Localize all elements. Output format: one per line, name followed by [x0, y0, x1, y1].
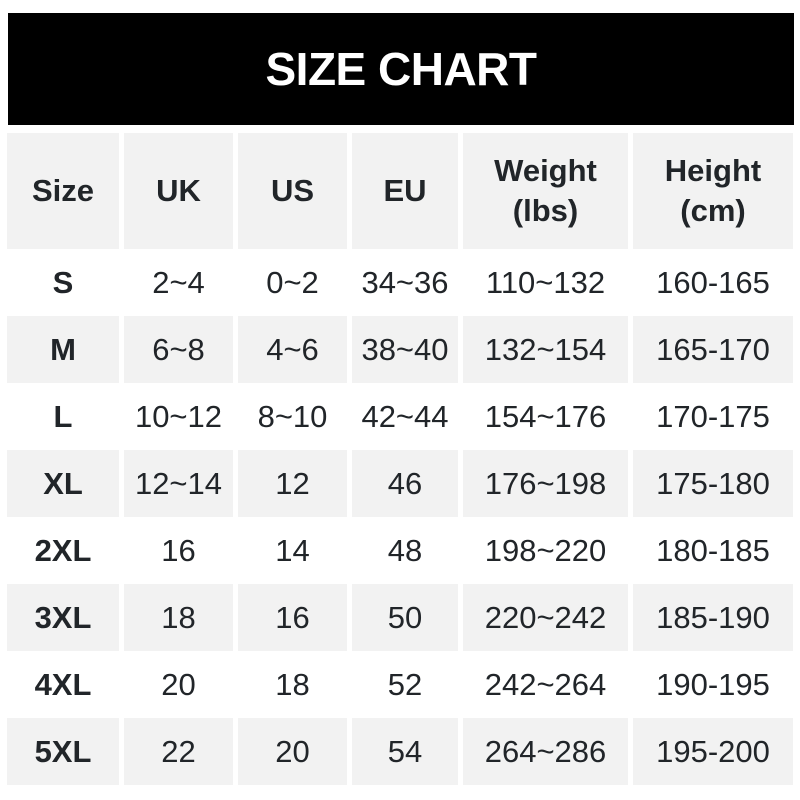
cell-uk: 2~4: [152, 264, 205, 300]
column-header-weight-lbs: Weight (lbs): [463, 133, 628, 249]
cell-weight: 264~286: [463, 718, 628, 785]
table-row-xl: XL 12~14 12 46 176~198 175-180: [7, 450, 793, 517]
size-table-container: Size UK US EU Weight (lbs) Height (cm) S…: [0, 133, 800, 785]
cell-eu: 38~40: [352, 316, 458, 383]
cell-size: 4XL: [34, 666, 92, 702]
size-chart-banner: SIZE CHART: [8, 13, 794, 125]
cell-uk: 10~12: [134, 398, 223, 434]
cell-height: 175-180: [633, 450, 793, 517]
cell-weight: 198~220: [484, 532, 607, 568]
cell-height: 170-175: [656, 398, 770, 434]
cell-height: 185-190: [633, 584, 793, 651]
cell-us: 0~2: [266, 264, 319, 300]
table-row-l: L 10~12 8~10 42~44 154~176 170-175: [7, 383, 793, 450]
cell-us: 8~10: [257, 398, 328, 434]
cell-us: 16: [238, 584, 347, 651]
cell-uk: 16: [161, 532, 196, 568]
cell-size: L: [53, 398, 73, 434]
cell-weight: 154~176: [484, 398, 607, 434]
cell-uk: 20: [161, 666, 196, 702]
cell-uk: 12~14: [124, 450, 233, 517]
table-row-3xl: 3XL 18 16 50 220~242 185-190: [7, 584, 793, 651]
header-row: Size UK US EU Weight (lbs) Height (cm): [7, 133, 793, 249]
cell-size: XL: [7, 450, 119, 517]
table-row-2xl: 2XL 16 14 48 198~220 180-185: [7, 517, 793, 584]
cell-weight: 132~154: [463, 316, 628, 383]
table-row-4xl: 4XL 20 18 52 242~264 190-195: [7, 651, 793, 718]
cell-weight: 110~132: [485, 264, 606, 300]
cell-us: 14: [275, 532, 310, 568]
cell-size: 5XL: [7, 718, 119, 785]
size-chart-title: SIZE CHART: [265, 43, 538, 95]
cell-eu: 54: [352, 718, 458, 785]
table-row-5xl: 5XL 22 20 54 264~286 195-200: [7, 718, 793, 785]
cell-weight: 220~242: [463, 584, 628, 651]
size-chart-table: Size UK US EU Weight (lbs) Height (cm) S…: [2, 133, 798, 785]
cell-size: S: [52, 264, 74, 300]
cell-height: 190-195: [656, 666, 770, 702]
cell-uk: 18: [124, 584, 233, 651]
cell-height: 180-185: [656, 532, 770, 568]
column-header-height-cm: Height (cm): [633, 133, 793, 249]
cell-us: 20: [238, 718, 347, 785]
cell-height: 165-170: [633, 316, 793, 383]
cell-us: 12: [238, 450, 347, 517]
column-header-eu: EU: [352, 133, 458, 249]
cell-uk: 22: [124, 718, 233, 785]
cell-us: 18: [275, 666, 310, 702]
column-header-size: Size: [7, 133, 119, 249]
cell-size: 3XL: [7, 584, 119, 651]
cell-eu: 50: [352, 584, 458, 651]
cell-weight: 176~198: [463, 450, 628, 517]
cell-eu: 42~44: [361, 398, 449, 434]
column-header-us: US: [238, 133, 347, 249]
cell-eu: 52: [387, 666, 423, 702]
cell-height: 160-165: [656, 264, 770, 300]
cell-size: M: [7, 316, 119, 383]
cell-uk: 6~8: [124, 316, 233, 383]
cell-height: 195-200: [633, 718, 793, 785]
cell-weight: 242~264: [484, 666, 607, 702]
table-row-s: S 2~4 0~2 34~36 110~132 160-165: [7, 249, 793, 316]
cell-eu: 48: [387, 532, 423, 568]
column-header-uk: UK: [124, 133, 233, 249]
cell-us: 4~6: [238, 316, 347, 383]
cell-size: 2XL: [34, 532, 92, 568]
cell-eu: 46: [352, 450, 458, 517]
table-row-m: M 6~8 4~6 38~40 132~154 165-170: [7, 316, 793, 383]
cell-eu: 34~36: [361, 264, 449, 300]
